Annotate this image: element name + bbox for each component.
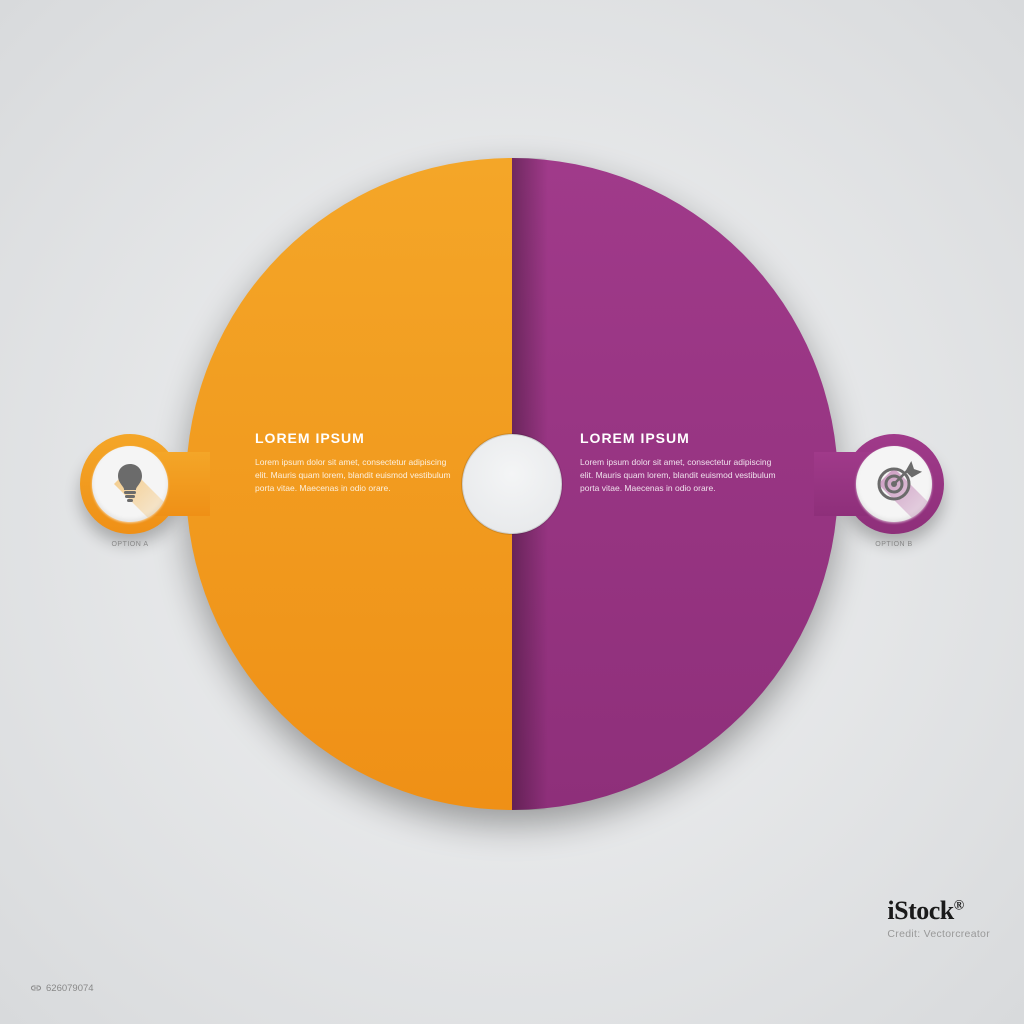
watermark-credit-prefix: Credit: [887, 928, 920, 940]
watermark-credit-name: Vectorcreator [924, 928, 990, 940]
target-icon [856, 446, 932, 522]
left-heading: LOREM IPSUM [255, 430, 455, 446]
option-a-label: OPTION A [111, 541, 148, 548]
option-a-button[interactable]: OPTION A [80, 434, 180, 534]
link-icon [30, 982, 42, 994]
watermark-id: 626079074 [30, 982, 94, 994]
option-b-button[interactable]: OPTION B [844, 434, 944, 534]
option-b-label: OPTION B [875, 541, 912, 548]
right-heading: LOREM IPSUM [580, 430, 780, 446]
watermark: iStock® Credit: Vectorcreator [887, 896, 990, 940]
watermark-logo: iStock [887, 896, 953, 925]
right-body: Lorem ipsum dolor sit amet, consectetur … [580, 456, 780, 494]
left-body: Lorem ipsum dolor sit amet, consectetur … [255, 456, 455, 494]
left-text-block: LOREM IPSUM Lorem ipsum dolor sit amet, … [255, 430, 455, 494]
watermark-id-text: 626079074 [46, 983, 94, 994]
lightbulb-icon [92, 446, 168, 522]
right-text-block: LOREM IPSUM Lorem ipsum dolor sit amet, … [580, 430, 780, 494]
infographic-stage: LOREM IPSUM Lorem ipsum dolor sit amet, … [0, 0, 1024, 1024]
